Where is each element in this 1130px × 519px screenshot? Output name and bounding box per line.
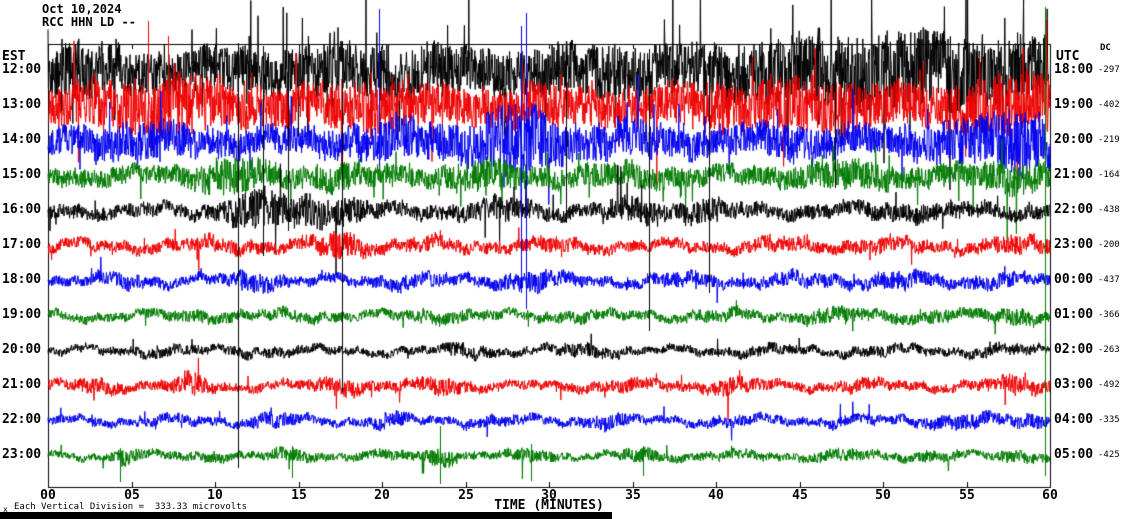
utc-time-label: 20:00 [1054, 132, 1094, 147]
utc-time-label: 00:00 [1054, 272, 1094, 287]
x-tick-label: 15 [291, 488, 307, 503]
utc-time-label: 02:00 [1054, 342, 1094, 357]
dc-value-label: -425 [1098, 450, 1120, 460]
dc-value-label: -402 [1098, 100, 1120, 110]
dc-value-label: -366 [1098, 310, 1120, 320]
x-tick-label: 50 [875, 488, 891, 503]
dc-value-label: -200 [1098, 240, 1120, 250]
utc-time-label: 05:00 [1054, 447, 1094, 462]
est-time-label: 16:00 [2, 202, 42, 217]
est-time-label: 20:00 [2, 342, 42, 357]
est-time-label: 22:00 [2, 412, 42, 427]
x-tick-label: 40 [708, 488, 724, 503]
dc-value-label: -263 [1098, 345, 1120, 355]
est-time-label: 21:00 [2, 377, 42, 392]
dc-value-label: -437 [1098, 275, 1120, 285]
utc-time-label: 03:00 [1054, 377, 1094, 392]
est-time-label: 13:00 [2, 97, 42, 112]
est-time-label: 18:00 [2, 272, 42, 287]
x-axis-title: TIME (MINUTES) [494, 498, 604, 513]
scale-note: Each Vertical Division = 333.33 microvol… [14, 502, 247, 512]
dc-value-label: -297 [1098, 65, 1120, 75]
est-time-label: 14:00 [2, 132, 42, 147]
dc-value-label: -492 [1098, 380, 1120, 390]
dc-value-label: -335 [1098, 415, 1120, 425]
footnote-marker: x [3, 505, 8, 514]
bottom-bar [0, 512, 612, 519]
dc-value-label: -164 [1098, 170, 1120, 180]
est-time-label: 19:00 [2, 307, 42, 322]
utc-time-label: 01:00 [1054, 307, 1094, 322]
utc-time-label: 18:00 [1054, 62, 1094, 77]
dc-axis-label: DC [1100, 43, 1111, 53]
est-time-label: 15:00 [2, 167, 42, 182]
right-axis-label: UTC [1056, 49, 1080, 64]
station-label: RCC HHN LD -- [42, 15, 136, 29]
x-tick-label: 30 [541, 488, 557, 503]
dc-value-label: -219 [1098, 135, 1120, 145]
date-label: Oct 10,2024 [42, 2, 122, 16]
x-tick-label: 45 [792, 488, 808, 503]
x-tick-label: 25 [458, 488, 474, 503]
utc-time-label: 19:00 [1054, 97, 1094, 112]
x-tick-label: 05 [124, 488, 140, 503]
x-tick-label: 00 [40, 488, 56, 503]
x-tick-label: 20 [374, 488, 390, 503]
utc-time-label: 21:00 [1054, 167, 1094, 182]
x-tick-label: 55 [959, 488, 975, 503]
utc-time-label: 22:00 [1054, 202, 1094, 217]
est-time-label: 23:00 [2, 447, 42, 462]
est-time-label: 12:00 [2, 62, 42, 77]
utc-time-label: 04:00 [1054, 412, 1094, 427]
x-tick-label: 35 [625, 488, 641, 503]
left-axis-label: EST [2, 49, 26, 64]
utc-time-label: 23:00 [1054, 237, 1094, 252]
x-tick-label: 60 [1042, 488, 1058, 503]
est-time-label: 17:00 [2, 237, 42, 252]
dc-value-label: -438 [1098, 205, 1120, 215]
x-tick-label: 10 [207, 488, 223, 503]
